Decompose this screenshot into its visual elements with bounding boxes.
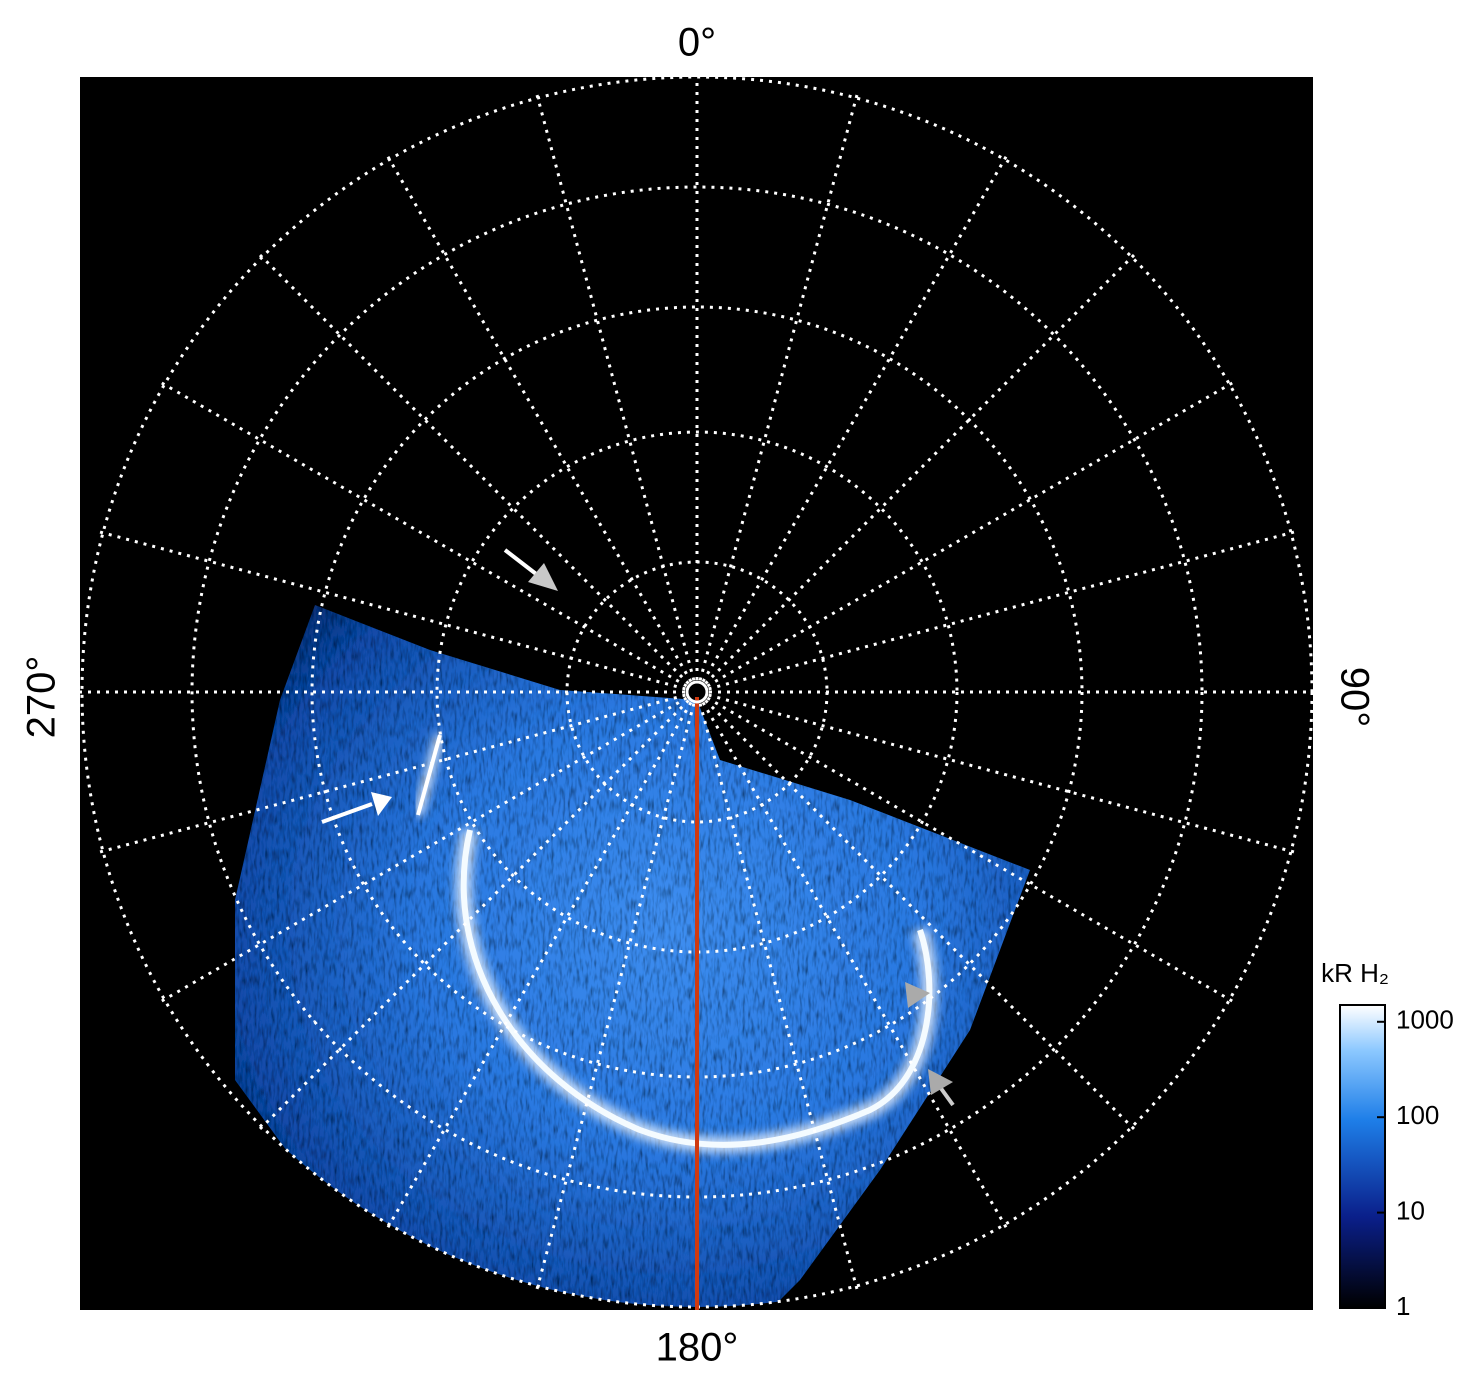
grid-spoke xyxy=(701,154,1009,683)
aurora-image xyxy=(235,605,1030,1307)
colorbar-tick-label: 100 xyxy=(1396,1100,1439,1130)
grid-spoke xyxy=(97,693,686,854)
grid-spoke xyxy=(385,701,693,1230)
grid-spoke xyxy=(708,693,1297,854)
grid-circle xyxy=(435,430,959,954)
colorbar-tick-label: 1 xyxy=(1396,1291,1410,1321)
label-right: 90° xyxy=(1332,667,1376,728)
grid-spoke xyxy=(257,699,690,1132)
grid-spoke xyxy=(704,699,1137,1132)
grid-spoke xyxy=(535,703,696,1292)
colorbar-title: kR H₂ xyxy=(1321,958,1389,988)
grid-spoke xyxy=(159,380,688,688)
label-left: 270° xyxy=(20,656,64,739)
pole-marker xyxy=(685,680,709,704)
colorbar xyxy=(1339,1004,1386,1309)
grid-spoke xyxy=(97,530,686,691)
grid-spoke xyxy=(704,252,1137,685)
grid-spoke xyxy=(257,252,690,685)
grid-spoke xyxy=(698,92,859,681)
label-top: 0° xyxy=(678,21,716,65)
arrows xyxy=(321,548,955,1107)
grid-spoke xyxy=(159,696,688,1004)
grid-spoke xyxy=(701,701,1009,1230)
grid-spoke xyxy=(698,703,859,1292)
label-bottom: 180° xyxy=(656,1326,739,1370)
grid-spoke xyxy=(385,154,693,683)
grid-spoke xyxy=(706,696,1235,1004)
grid-spoke xyxy=(535,92,696,681)
grid-spoke xyxy=(706,380,1235,688)
colorbar-tick-label: 10 xyxy=(1396,1195,1425,1225)
colorbar-tick-label: 1000 xyxy=(1396,1005,1454,1035)
grid-spoke xyxy=(708,530,1297,691)
